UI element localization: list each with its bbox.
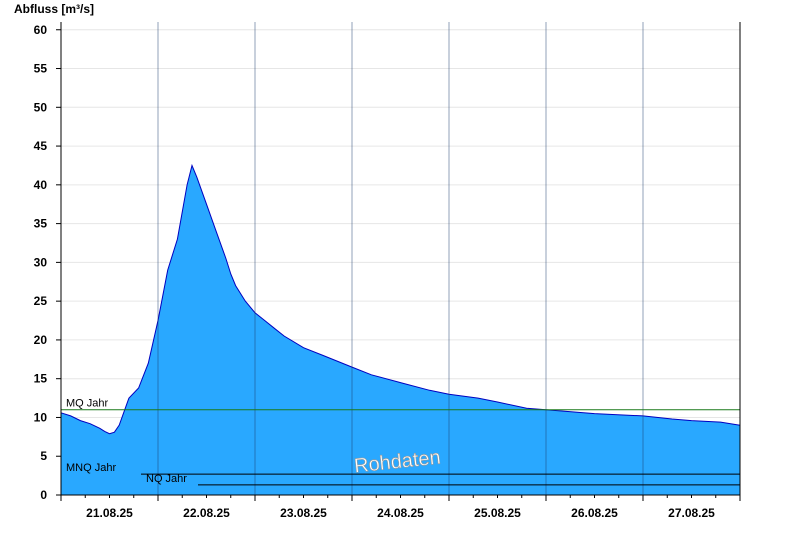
discharge-line <box>60 163 741 435</box>
y-tick-label: 60 <box>34 23 48 37</box>
x-tick-label: 25.08.25 <box>474 506 521 520</box>
y-tick-label: 40 <box>34 178 48 192</box>
y-tick-label: 15 <box>34 372 48 386</box>
y-tick-label: 35 <box>34 217 48 231</box>
y-tick-label: 55 <box>34 62 48 76</box>
x-tick-label: 27.08.25 <box>668 506 715 520</box>
mnq-jahr-label: MNQ Jahr <box>66 462 116 474</box>
y-tick-label: 5 <box>40 449 47 463</box>
y-tick-label: 0 <box>40 488 47 502</box>
x-tick-label: 24.08.25 <box>377 506 424 520</box>
y-tick-label: 30 <box>34 255 48 269</box>
y-tick-label: 50 <box>34 100 48 114</box>
x-tick-label: 26.08.25 <box>571 506 618 520</box>
y-tick-label: 25 <box>34 294 48 308</box>
y-tick-label: 10 <box>34 410 48 424</box>
x-tick-label: 21.08.25 <box>86 506 133 520</box>
y-tick-label: 20 <box>34 333 48 347</box>
x-tick-label: 22.08.25 <box>183 506 230 520</box>
x-tick-label: 23.08.25 <box>280 506 327 520</box>
discharge-area <box>61 165 740 495</box>
y-tick-label: 45 <box>34 139 48 153</box>
y-axis-label: Abfluss [m³/s] <box>14 2 95 16</box>
mq-jahr-label: MQ Jahr <box>66 398 109 410</box>
nq-jahr-label: NQ Jahr <box>146 473 187 485</box>
